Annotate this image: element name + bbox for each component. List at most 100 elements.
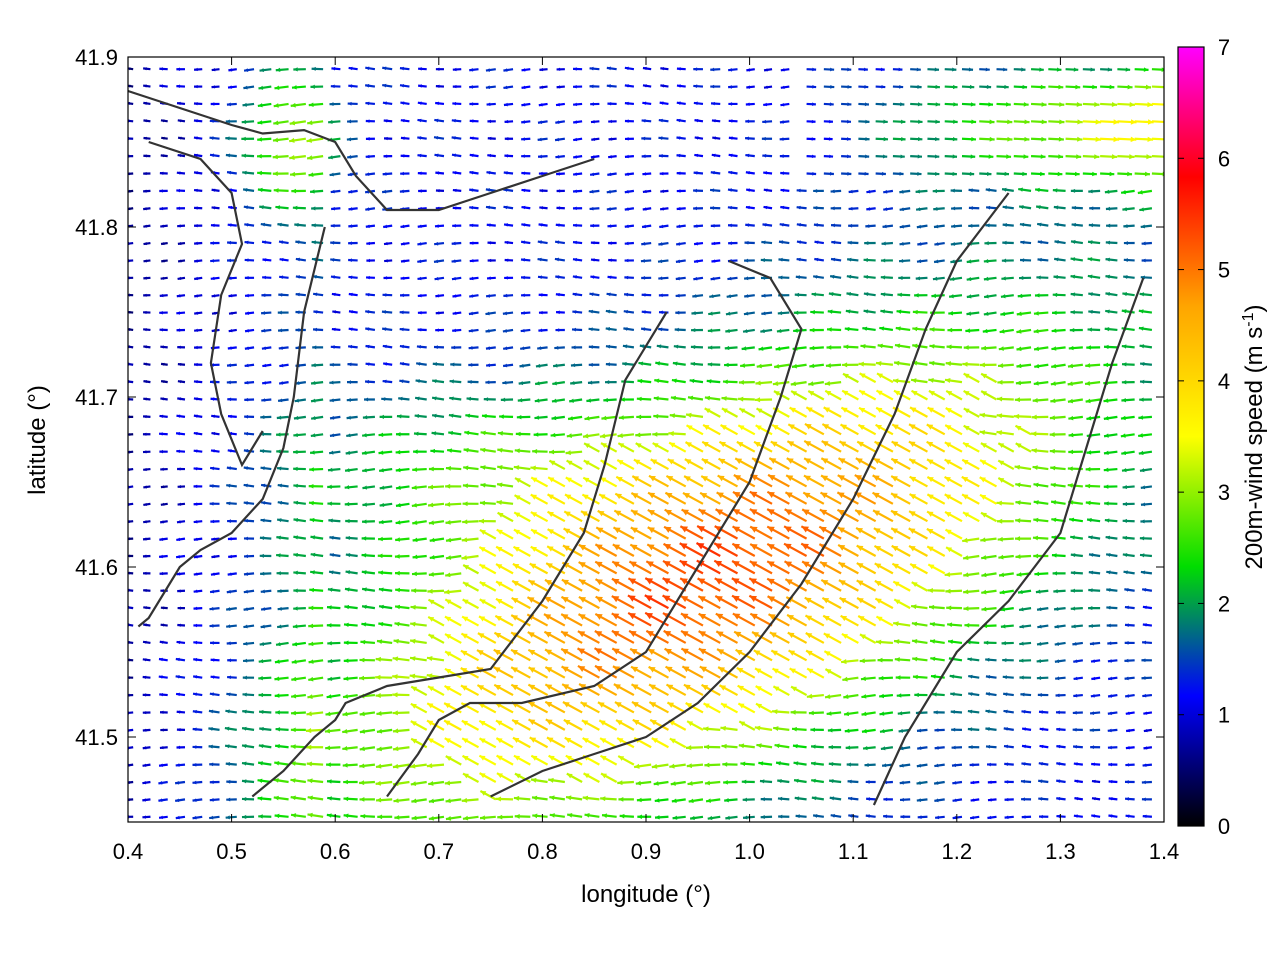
wind-arrow	[143, 623, 150, 626]
wind-arrow	[161, 277, 168, 280]
wind-arrow	[984, 312, 997, 316]
wind-arrow	[496, 599, 513, 608]
wind-arrow	[241, 137, 254, 141]
wind-arrow	[1015, 465, 1031, 470]
wind-arrow	[1000, 590, 1014, 594]
wind-arrow	[607, 173, 616, 177]
wind-arrow	[143, 397, 150, 400]
wind-arrow	[1071, 624, 1082, 628]
wind-arrow	[143, 658, 151, 661]
wind-arrow	[210, 241, 219, 245]
wind-arrow	[1104, 451, 1117, 455]
wind-arrow	[530, 466, 547, 471]
wind-arrow	[343, 797, 357, 801]
wind-arrow	[716, 631, 737, 643]
wind-arrow	[828, 728, 841, 732]
wind-arrow	[710, 206, 720, 210]
wind-arrow	[293, 589, 305, 593]
wind-arrow	[548, 512, 565, 521]
wind-arrow	[521, 311, 530, 315]
wind-arrow	[964, 408, 979, 416]
wind-arrow	[262, 364, 271, 368]
wind-arrow	[382, 310, 392, 314]
wind-arrow	[625, 137, 634, 141]
wind-arrow	[1031, 137, 1046, 142]
wind-arrow	[797, 223, 807, 227]
wind-arrow	[723, 379, 738, 384]
wind-arrow	[780, 154, 789, 158]
wind-arrow	[566, 795, 582, 800]
wind-arrow	[632, 476, 651, 486]
wind-arrow	[488, 137, 496, 140]
wind-arrow	[225, 709, 236, 713]
wind-arrow	[481, 431, 496, 436]
wind-arrow	[470, 136, 479, 139]
wind-arrow	[396, 486, 409, 490]
wind-arrow	[176, 658, 185, 662]
wind-arrow	[462, 738, 478, 747]
wind-arrow	[986, 206, 996, 210]
wind-arrow	[143, 729, 151, 732]
wind-arrow	[536, 364, 548, 368]
wind-arrow	[517, 415, 530, 419]
wind-arrow	[950, 692, 962, 696]
wind-arrow	[545, 649, 565, 660]
wind-arrow	[804, 580, 824, 591]
wind-arrow	[486, 294, 496, 298]
wind-arrow	[1015, 518, 1031, 523]
wind-arrow	[497, 530, 513, 539]
wind-arrow	[824, 633, 841, 642]
wind-arrow	[307, 138, 324, 143]
wind-arrow	[824, 68, 834, 72]
wind-arrow	[547, 737, 565, 747]
wind-arrow	[864, 275, 876, 279]
wind-arrow	[309, 484, 323, 489]
wind-arrow	[591, 258, 599, 261]
wind-arrow	[608, 120, 616, 123]
wind-arrow	[279, 346, 289, 350]
wind-arrow	[1117, 102, 1135, 107]
wind-arrow	[295, 381, 306, 385]
wind-arrow	[804, 476, 824, 487]
wind-arrow	[428, 686, 444, 695]
wind-arrow	[494, 667, 513, 678]
wind-arrow	[178, 119, 185, 122]
wind-arrow	[1106, 207, 1117, 211]
wind-arrow	[308, 624, 323, 629]
wind-arrow	[660, 67, 668, 70]
wind-arrow	[746, 103, 755, 107]
wind-arrow	[793, 744, 807, 748]
wind-arrow	[261, 329, 271, 333]
wind-arrow	[531, 756, 547, 765]
wind-arrow	[210, 502, 220, 506]
wind-arrow	[143, 641, 150, 644]
wind-arrow	[384, 137, 392, 140]
wind-arrow	[827, 345, 842, 350]
wind-arrow	[275, 744, 288, 748]
wind-arrow	[276, 536, 288, 540]
wind-arrow	[895, 343, 910, 348]
wind-arrow	[161, 242, 168, 245]
wind-arrow	[658, 276, 668, 280]
wind-arrow	[462, 721, 479, 730]
wind-arrow	[997, 397, 1014, 402]
wind-arrow	[411, 721, 427, 730]
wind-arrow	[1031, 431, 1048, 436]
wind-arrow	[1050, 415, 1066, 420]
wind-arrow	[126, 155, 133, 158]
wind-arrow	[257, 154, 271, 159]
wind-arrow	[825, 391, 841, 400]
wind-arrow	[1037, 625, 1048, 629]
wind-arrow	[258, 796, 272, 800]
wind-arrow	[177, 624, 185, 627]
wind-arrow	[258, 761, 271, 765]
wind-arrow	[933, 277, 945, 281]
wind-arrow	[1016, 347, 1031, 352]
wind-arrow	[1105, 190, 1118, 194]
wind-arrow	[1052, 553, 1066, 557]
wind-arrow	[916, 276, 928, 280]
wind-arrow	[1142, 797, 1152, 801]
wind-arrow	[927, 120, 939, 124]
wind-arrow	[280, 258, 289, 262]
wind-arrow	[453, 85, 461, 88]
